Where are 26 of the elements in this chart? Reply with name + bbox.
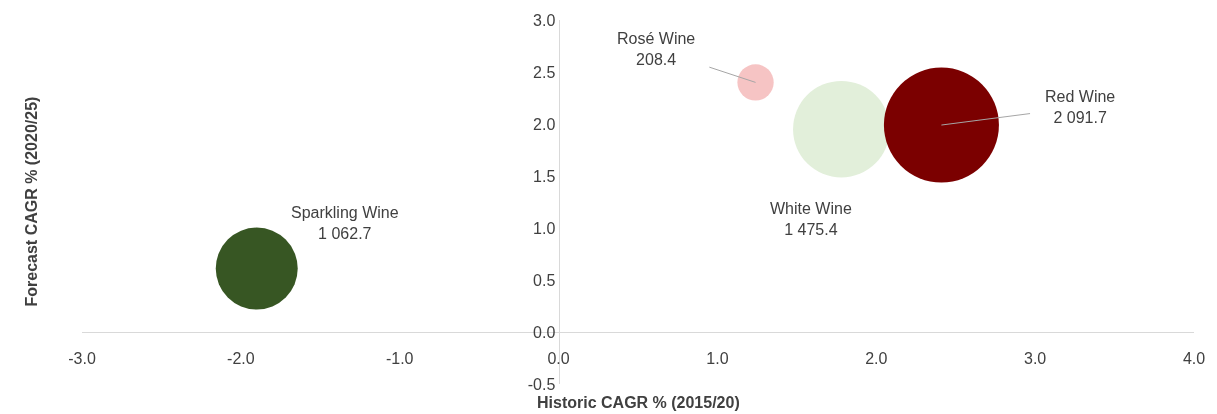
- x-tick-label: -3.0: [68, 350, 96, 368]
- x-tick-label: 2.0: [865, 350, 888, 368]
- series-label: Sparkling Wine: [291, 204, 399, 221]
- text: Rosé Wine: [617, 30, 696, 47]
- y-tick-label: 1.0: [533, 219, 556, 237]
- data-label: 1 475.4: [784, 220, 838, 238]
- data-label: 1 062.7: [318, 224, 372, 242]
- x-tick-label: 3.0: [1024, 350, 1047, 368]
- x-tick-label: 4.0: [1182, 350, 1206, 368]
- x-tick-label: 1.0: [706, 350, 729, 368]
- x-tick-label: -2.0: [227, 350, 255, 368]
- series-label: White Wine: [770, 200, 852, 217]
- y-axis-title: Forecast CAGR % (2020/25): [22, 96, 40, 307]
- text: Red Wine: [1045, 88, 1116, 105]
- data-label: 208.4: [636, 50, 677, 68]
- x-tick-label: 0.0: [547, 350, 570, 368]
- data-label: 2 091.7: [1053, 108, 1107, 126]
- x-axis-title: Historic CAGR % (2015/20): [537, 394, 740, 411]
- y-tick-label: 2.0: [533, 115, 556, 133]
- y-tick-label: 0.0: [533, 323, 556, 341]
- y-tick-label: 3.0: [533, 11, 556, 29]
- x-tick-label: -1.0: [385, 350, 414, 368]
- y-tick-label: -0.5: [527, 375, 556, 393]
- y-tick-label: 0.5: [533, 271, 556, 289]
- y-tick-label: 2.5: [533, 63, 556, 81]
- y-tick-label: 1.5: [533, 167, 556, 185]
